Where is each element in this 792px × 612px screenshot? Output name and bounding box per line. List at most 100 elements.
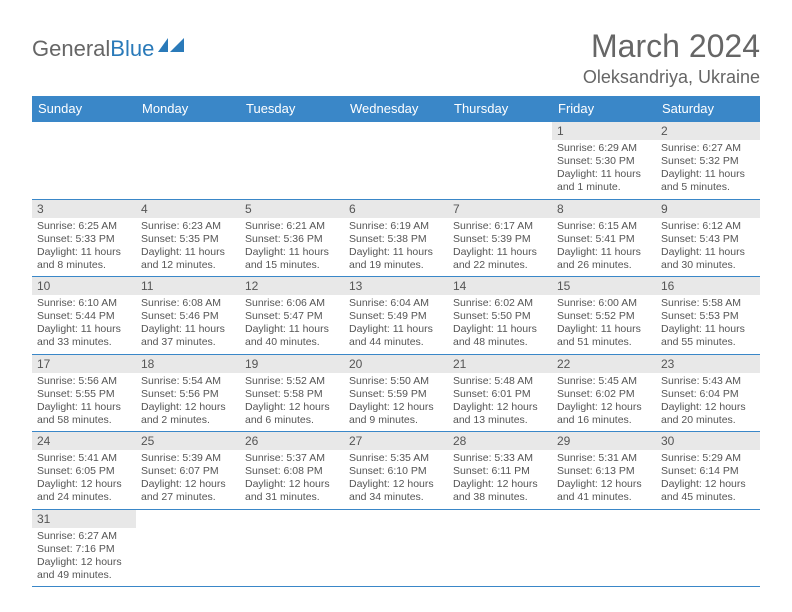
day-number: 19 (240, 355, 344, 373)
day-data: Sunrise: 5:29 AMSunset: 6:14 PMDaylight:… (656, 450, 760, 509)
day-cell: 24Sunrise: 5:41 AMSunset: 6:05 PMDayligh… (32, 432, 136, 510)
day-cell: 7Sunrise: 6:17 AMSunset: 5:39 PMDaylight… (448, 199, 552, 277)
day-cell: 9Sunrise: 6:12 AMSunset: 5:43 PMDaylight… (656, 199, 760, 277)
day-number: 12 (240, 277, 344, 295)
day-number: 11 (136, 277, 240, 295)
day-number: 6 (344, 200, 448, 218)
day-data: Sunrise: 5:54 AMSunset: 5:56 PMDaylight:… (136, 373, 240, 432)
day-cell: 27Sunrise: 5:35 AMSunset: 6:10 PMDayligh… (344, 432, 448, 510)
day-data: Sunrise: 5:52 AMSunset: 5:58 PMDaylight:… (240, 373, 344, 432)
day-data: Sunrise: 6:15 AMSunset: 5:41 PMDaylight:… (552, 218, 656, 277)
day-cell: 10Sunrise: 6:10 AMSunset: 5:44 PMDayligh… (32, 277, 136, 355)
day-data: Sunrise: 6:19 AMSunset: 5:38 PMDaylight:… (344, 218, 448, 277)
day-data: Sunrise: 6:21 AMSunset: 5:36 PMDaylight:… (240, 218, 344, 277)
day-data: Sunrise: 5:56 AMSunset: 5:55 PMDaylight:… (32, 373, 136, 432)
day-data: Sunrise: 5:31 AMSunset: 6:13 PMDaylight:… (552, 450, 656, 509)
day-number: 5 (240, 200, 344, 218)
day-cell: 13Sunrise: 6:04 AMSunset: 5:49 PMDayligh… (344, 277, 448, 355)
day-cell: 14Sunrise: 6:02 AMSunset: 5:50 PMDayligh… (448, 277, 552, 355)
day-data: Sunrise: 5:43 AMSunset: 6:04 PMDaylight:… (656, 373, 760, 432)
day-number: 14 (448, 277, 552, 295)
day-data: Sunrise: 6:25 AMSunset: 5:33 PMDaylight:… (32, 218, 136, 277)
day-cell: 21Sunrise: 5:48 AMSunset: 6:01 PMDayligh… (448, 354, 552, 432)
day-cell: 4Sunrise: 6:23 AMSunset: 5:35 PMDaylight… (136, 199, 240, 277)
day-number: 1 (552, 122, 656, 140)
day-number: 25 (136, 432, 240, 450)
weekday-header: Sunday (32, 96, 136, 122)
empty-cell (136, 122, 240, 200)
header: GeneralBlue March 2024 Oleksandriya, Ukr… (32, 28, 760, 88)
empty-cell (448, 509, 552, 587)
day-data: Sunrise: 5:41 AMSunset: 6:05 PMDaylight:… (32, 450, 136, 509)
day-data: Sunrise: 5:45 AMSunset: 6:02 PMDaylight:… (552, 373, 656, 432)
day-data: Sunrise: 6:27 AMSunset: 5:32 PMDaylight:… (656, 140, 760, 199)
day-number: 22 (552, 355, 656, 373)
day-cell: 6Sunrise: 6:19 AMSunset: 5:38 PMDaylight… (344, 199, 448, 277)
empty-cell (448, 122, 552, 200)
day-data: Sunrise: 6:17 AMSunset: 5:39 PMDaylight:… (448, 218, 552, 277)
day-data: Sunrise: 5:58 AMSunset: 5:53 PMDaylight:… (656, 295, 760, 354)
day-number: 13 (344, 277, 448, 295)
day-cell: 20Sunrise: 5:50 AMSunset: 5:59 PMDayligh… (344, 354, 448, 432)
day-number: 17 (32, 355, 136, 373)
day-number: 4 (136, 200, 240, 218)
day-number: 7 (448, 200, 552, 218)
weekday-header: Wednesday (344, 96, 448, 122)
weekday-header: Thursday (448, 96, 552, 122)
empty-cell (552, 509, 656, 587)
day-data: Sunrise: 5:50 AMSunset: 5:59 PMDaylight:… (344, 373, 448, 432)
day-cell: 28Sunrise: 5:33 AMSunset: 6:11 PMDayligh… (448, 432, 552, 510)
day-number: 26 (240, 432, 344, 450)
day-cell: 3Sunrise: 6:25 AMSunset: 5:33 PMDaylight… (32, 199, 136, 277)
day-cell: 11Sunrise: 6:08 AMSunset: 5:46 PMDayligh… (136, 277, 240, 355)
day-data: Sunrise: 6:10 AMSunset: 5:44 PMDaylight:… (32, 295, 136, 354)
day-number: 20 (344, 355, 448, 373)
day-data: Sunrise: 5:35 AMSunset: 6:10 PMDaylight:… (344, 450, 448, 509)
day-number: 30 (656, 432, 760, 450)
title-block: March 2024 Oleksandriya, Ukraine (583, 28, 760, 88)
day-cell: 26Sunrise: 5:37 AMSunset: 6:08 PMDayligh… (240, 432, 344, 510)
day-data: Sunrise: 6:12 AMSunset: 5:43 PMDaylight:… (656, 218, 760, 277)
day-number: 21 (448, 355, 552, 373)
day-cell: 30Sunrise: 5:29 AMSunset: 6:14 PMDayligh… (656, 432, 760, 510)
day-cell: 19Sunrise: 5:52 AMSunset: 5:58 PMDayligh… (240, 354, 344, 432)
day-data: Sunrise: 6:27 AMSunset: 7:16 PMDaylight:… (32, 528, 136, 587)
flag-icon (158, 36, 184, 62)
day-data: Sunrise: 5:33 AMSunset: 6:11 PMDaylight:… (448, 450, 552, 509)
weekday-header: Tuesday (240, 96, 344, 122)
day-cell: 17Sunrise: 5:56 AMSunset: 5:55 PMDayligh… (32, 354, 136, 432)
day-cell: 16Sunrise: 5:58 AMSunset: 5:53 PMDayligh… (656, 277, 760, 355)
day-data: Sunrise: 5:39 AMSunset: 6:07 PMDaylight:… (136, 450, 240, 509)
day-number: 24 (32, 432, 136, 450)
weekday-header: Monday (136, 96, 240, 122)
day-number: 23 (656, 355, 760, 373)
day-cell: 31Sunrise: 6:27 AMSunset: 7:16 PMDayligh… (32, 509, 136, 587)
location-label: Oleksandriya, Ukraine (583, 67, 760, 88)
day-number: 8 (552, 200, 656, 218)
logo-text-blue: Blue (110, 36, 154, 62)
day-data: Sunrise: 6:29 AMSunset: 5:30 PMDaylight:… (552, 140, 656, 199)
empty-cell (656, 509, 760, 587)
day-number: 16 (656, 277, 760, 295)
day-number: 2 (656, 122, 760, 140)
logo: GeneralBlue (32, 36, 184, 62)
day-cell: 18Sunrise: 5:54 AMSunset: 5:56 PMDayligh… (136, 354, 240, 432)
day-data: Sunrise: 6:23 AMSunset: 5:35 PMDaylight:… (136, 218, 240, 277)
day-cell: 23Sunrise: 5:43 AMSunset: 6:04 PMDayligh… (656, 354, 760, 432)
day-cell: 2Sunrise: 6:27 AMSunset: 5:32 PMDaylight… (656, 122, 760, 200)
calendar-table: SundayMondayTuesdayWednesdayThursdayFrid… (32, 96, 760, 587)
day-cell: 5Sunrise: 6:21 AMSunset: 5:36 PMDaylight… (240, 199, 344, 277)
day-cell: 1Sunrise: 6:29 AMSunset: 5:30 PMDaylight… (552, 122, 656, 200)
page-title: March 2024 (583, 28, 760, 65)
day-number: 9 (656, 200, 760, 218)
day-cell: 8Sunrise: 6:15 AMSunset: 5:41 PMDaylight… (552, 199, 656, 277)
day-cell: 22Sunrise: 5:45 AMSunset: 6:02 PMDayligh… (552, 354, 656, 432)
empty-cell (240, 509, 344, 587)
day-number: 28 (448, 432, 552, 450)
logo-text-general: General (32, 36, 110, 62)
day-number: 29 (552, 432, 656, 450)
day-number: 27 (344, 432, 448, 450)
day-data: Sunrise: 6:04 AMSunset: 5:49 PMDaylight:… (344, 295, 448, 354)
day-data: Sunrise: 5:37 AMSunset: 6:08 PMDaylight:… (240, 450, 344, 509)
empty-cell (32, 122, 136, 200)
